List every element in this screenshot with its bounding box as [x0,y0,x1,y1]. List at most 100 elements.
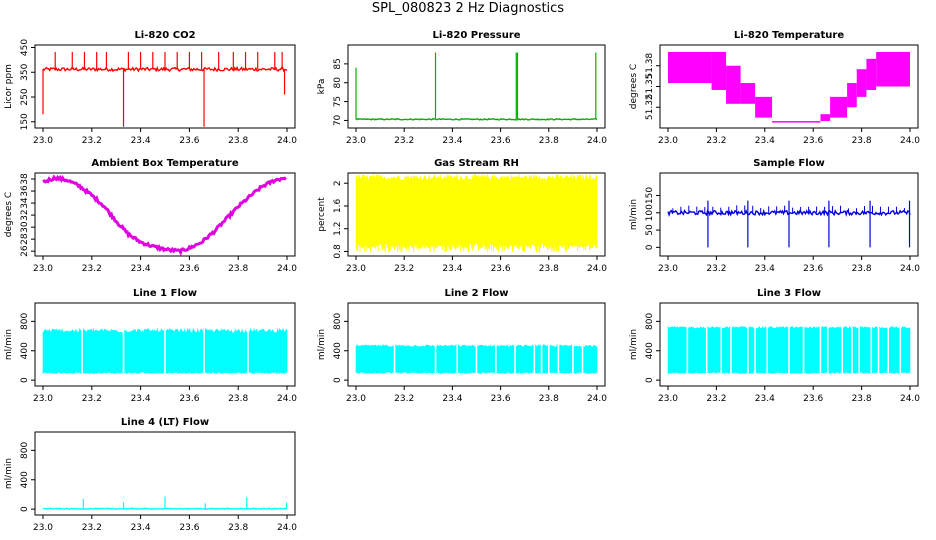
x-tick-label: 23.0 [33,136,53,146]
data-band [355,173,598,250]
y-tick-label: 51.35 [645,74,655,100]
plot-frame [34,172,296,257]
y-tick-label: 800 [645,313,655,330]
y-tick-label: 800 [20,313,30,330]
y-tick-label: 150 [20,113,30,130]
x-tick-label: 23.8 [539,136,559,146]
x-tick-label: 23.2 [82,523,102,533]
panel-p8: Line 2 Flow ml/min 23.0 23.2 23.4 23.6 23.8 24.… [317,288,607,404]
x-tick-label: 23.4 [131,523,151,533]
y-tick-label: 70 [333,114,343,126]
x-tick-label: 23.0 [33,523,53,533]
panel-title: Li-820 CO2 [134,30,195,41]
x-tick-label: 24.0 [277,394,297,404]
y-tick-label: 75 [333,96,343,107]
series-line [42,174,287,256]
data-band [820,114,831,122]
y-tick-label: 450 [20,39,30,56]
panel-p9: Line 3 Flow ml/min 23.0 23.2 23.4 23.6 23.8 24.… [629,288,920,404]
x-tick-label: 24.0 [277,264,297,274]
y-tick-label: 1.6 [333,199,343,214]
panel-p7: Line 1 Flow ml/min 23.0 23.2 23.4 23.6 23.8 24.… [4,288,297,404]
y-tick-label: 400 [333,342,343,359]
x-tick-label: 24.0 [277,523,297,533]
y-tick-label: 36 [20,185,30,197]
series-line [355,117,598,121]
x-tick-label: 23.4 [131,136,151,146]
data-band [668,51,712,84]
plot-frame [347,172,606,257]
x-tick-label: 23.4 [442,394,462,404]
y-axis-label: ml/min [317,329,327,360]
y-tick-label: 2 [333,180,343,186]
x-tick-label: 23.6 [803,394,823,404]
x-tick-label: 23.8 [228,136,248,146]
x-tick-label: 23.4 [131,264,151,274]
x-tick-label: 23.2 [394,136,414,146]
y-tick-label: 51.32 [645,94,655,120]
page-title: SPL_080823 2 Hz Diagnostics [371,1,565,16]
y-axis-label: Licor ppm [4,64,14,109]
plot-frame [659,302,919,387]
panel-p2: Li-820 Pressure kPa 23.0 23.2 23.4 23.6 23.8 24… [317,30,607,146]
data-band [711,51,727,90]
panel-p4: Ambient Box Temperature degrees C 23.0 23.2… [4,158,297,274]
y-tick-label: 400 [20,471,30,488]
x-tick-label: 23.2 [706,394,726,404]
x-tick-label: 23.4 [442,136,462,146]
data-band [772,121,821,123]
x-tick-label: 23.4 [755,136,775,146]
x-tick-label: 23.6 [803,136,823,146]
y-tick-label: 0 [645,377,655,383]
plot-frame [347,44,606,129]
panel-p6: Sample Flow ml/min 23.0 23.2 23.4 23.6 23.8 24.… [629,158,920,274]
plot-frame [34,44,296,129]
panel-title: Line 2 Flow [445,288,509,299]
y-tick-label: 350 [20,63,30,80]
panel-title: Line 1 Flow [133,288,197,299]
panel-p1: Li-820 CO2 Licor ppm 23.0 23.2 23.4 23.6 23.8 2… [4,30,297,146]
y-axis-label: ml/min [4,329,14,360]
x-tick-label: 23.6 [179,523,199,533]
y-tick-label: 85 [333,58,343,69]
panel-p10: Line 4 (LT) Flow ml/min 23.0 23.2 23.4 23.6 23… [4,417,297,533]
panel-title: Ambient Box Temperature [91,158,238,169]
x-tick-label: 23.0 [346,136,366,146]
panel-title: Sample Flow [753,158,825,169]
y-tick-label: 400 [20,342,30,359]
y-tick-label: 400 [645,342,655,359]
x-tick-label: 24.0 [900,394,920,404]
x-tick-label: 23.6 [491,264,511,274]
x-tick-label: 23.8 [852,264,872,274]
x-tick-label: 23.2 [82,394,102,404]
x-tick-label: 23.2 [82,264,102,274]
x-tick-label: 23.8 [228,394,248,404]
x-tick-label: 23.8 [228,523,248,533]
y-axis-label: kPa [317,79,327,95]
x-tick-label: 23.0 [658,264,678,274]
data-band [866,58,877,90]
y-tick-label: 800 [20,442,30,459]
y-axis-label: ml/min [629,329,639,360]
data-band [740,83,756,104]
x-tick-label: 23.4 [755,394,775,404]
y-tick-label: 51.38 [645,53,655,79]
y-axis-label: degrees C [629,64,639,109]
x-tick-label: 23.8 [852,394,872,404]
panel-title: Li-820 Pressure [432,30,520,41]
y-tick-label: 38 [20,173,30,185]
x-tick-label: 24.0 [900,264,920,274]
x-tick-label: 23.0 [346,394,366,404]
y-tick-label: 0.8 [333,244,343,259]
x-tick-label: 23.0 [658,136,678,146]
x-tick-label: 24.0 [587,264,607,274]
x-tick-label: 23.0 [346,264,366,274]
y-tick-label: 800 [333,313,343,330]
y-axis-label: ml/min [629,199,639,230]
x-tick-label: 23.6 [803,264,823,274]
data-band [856,69,867,97]
y-tick-label: 100 [645,204,655,221]
x-tick-label: 24.0 [277,136,297,146]
x-tick-label: 23.0 [658,394,678,404]
y-axis-label: degrees C [4,192,14,237]
